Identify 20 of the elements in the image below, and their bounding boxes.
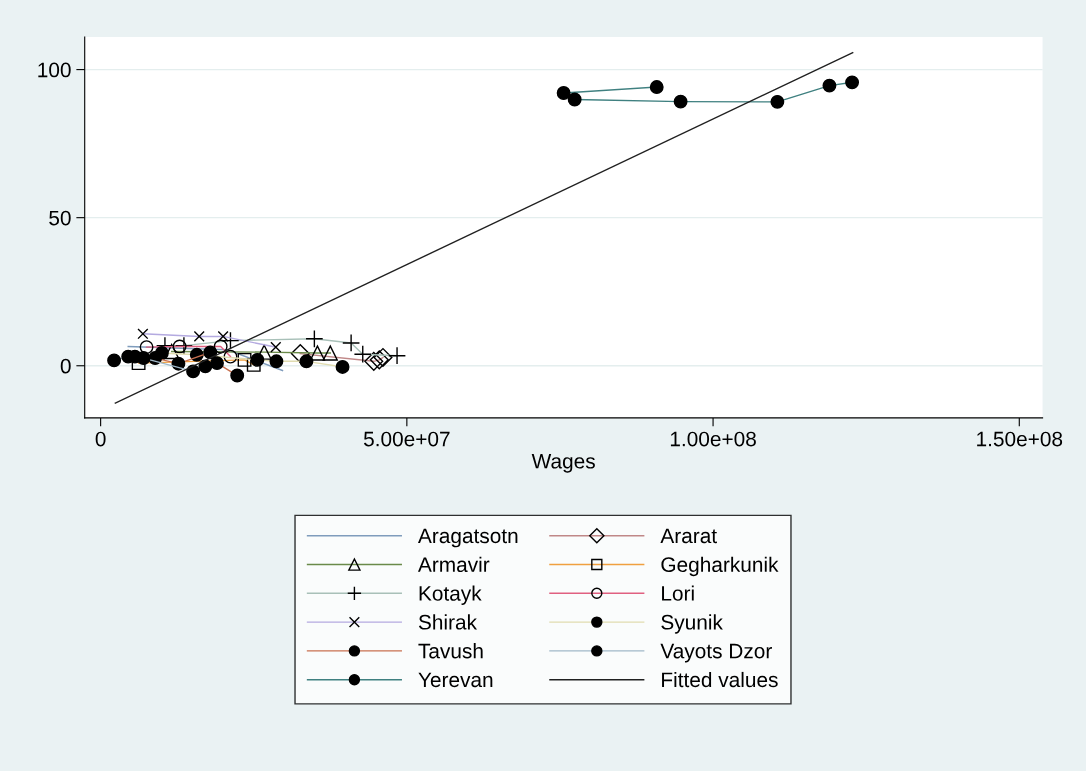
x-axis-title: Wages — [531, 454, 595, 473]
legend-label: Gegharkunik — [661, 556, 779, 577]
x-tick-label: 1.00e+08 — [670, 431, 756, 447]
x-tick-label: 0 — [95, 431, 106, 447]
legend-label: Vayots Dzor — [660, 643, 772, 663]
legend-label: Armavir — [417, 556, 490, 573]
legend-label: Kotayk — [419, 585, 482, 605]
legend-label: Yerevan — [418, 672, 493, 688]
legend-label: Lori — [662, 585, 694, 601]
y-tick-label: 50 — [49, 210, 71, 226]
legend-label: Ararat — [660, 528, 717, 544]
legend-label: Syunik — [661, 614, 723, 634]
legend-label: Shirak — [418, 614, 478, 630]
legend-label: Aragatsotn — [417, 528, 518, 548]
x-tick-label: 5.00e+07 — [363, 431, 450, 447]
legend-label: Tavush — [418, 643, 483, 659]
y-tick-label: 0 — [60, 358, 71, 374]
x-tick-label: 1.50e+08 — [977, 431, 1063, 447]
legend-label: Fitted values — [662, 671, 778, 688]
y-tick-label: 100 — [38, 62, 71, 78]
